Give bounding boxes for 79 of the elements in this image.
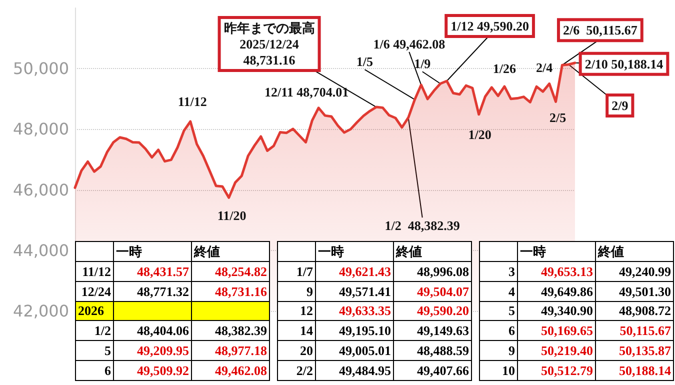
annotation: 2/5 [549, 110, 567, 126]
text: 49,407.66 [394, 360, 472, 380]
annotation: 1/2 48,382.39 [384, 218, 460, 234]
annotation: 12/11 48,704.01 [264, 84, 349, 100]
y-tick-label: 48,000 [13, 120, 69, 139]
annotation: 一時 [518, 242, 596, 262]
text: 49,509.92 [114, 360, 192, 380]
annotation: 12 [278, 301, 316, 321]
y-tick-label: 46,000 [13, 180, 69, 200]
annotation: 49,621.43 [316, 261, 394, 282]
annotation: 1/20 [468, 126, 492, 142]
annotation: 12/24 [76, 281, 114, 302]
annotation: 49,571.41 [316, 281, 394, 302]
y-tick-label: 42,000 [13, 302, 69, 320]
text: 6 [480, 320, 518, 341]
text: 10 [480, 360, 518, 380]
annotation: 終値 [394, 242, 472, 262]
y-tick-label: 50,000 [13, 59, 69, 78]
annotation: 1/9 [414, 56, 432, 72]
annotation: 2/6 50,115.67 [562, 22, 638, 38]
text: 49,484.95 [316, 360, 394, 380]
text: 49,209.95 [114, 340, 192, 361]
text: 2/2 [278, 360, 316, 380]
annotation: 48,731.16 [192, 281, 270, 302]
text: 50,115.67 [596, 320, 674, 341]
text: 終値 [596, 242, 674, 262]
annotation: 11/20 [217, 208, 246, 224]
annotation: 3 [480, 261, 518, 282]
text: 49,462.08 [192, 360, 270, 380]
annotation: 11/12 [76, 261, 114, 282]
text: 50,169.65 [518, 320, 596, 341]
annotation: 1/5 [356, 54, 374, 70]
annotation: 48,996.08 [394, 261, 472, 282]
annotation: 終値 [192, 242, 270, 262]
annotation: 49,340.90 [518, 301, 596, 321]
text: 48,404.06 [114, 320, 192, 341]
text: 48,908.72 [596, 301, 674, 321]
text: 49,501.30 [596, 281, 674, 302]
annotation: 9 [278, 281, 316, 302]
text: 1/2 [76, 320, 114, 341]
text: 50,188.14 [596, 360, 674, 380]
text: 48,488.59 [394, 340, 472, 361]
annotation: 2026 [76, 301, 114, 321]
annotation: 1/6 49,462.08 [373, 36, 446, 52]
text: 49,149.63 [394, 320, 472, 341]
text: 2/9 [612, 98, 629, 113]
text: 2/10 50,188.14 [584, 56, 664, 72]
annotation: 5 [480, 301, 518, 321]
annotation: 49,590.20 [394, 301, 472, 321]
text: 6 [76, 360, 114, 380]
text: 49,195.10 [316, 320, 394, 341]
annotation: 11/12 [178, 94, 207, 109]
annotation: 49,633.35 [316, 301, 394, 321]
annotation: 49,504.07 [394, 281, 472, 302]
annotation: 1/7 [278, 261, 316, 282]
annotation: 48,431.57 [114, 261, 192, 282]
text: 20 [278, 340, 316, 361]
annotation: 49,653.13 [518, 261, 596, 282]
text: 50,219.40 [518, 340, 596, 361]
annotation: 1/26 [492, 60, 517, 76]
annotation: 2/4 [536, 60, 554, 76]
text: 48,382.39 [192, 320, 270, 341]
text: 49,005.01 [316, 340, 394, 361]
annotation: 1/12 49,590.20 [450, 18, 529, 34]
y-tick-label: 44,000 [13, 240, 69, 260]
text: 50,512.79 [518, 360, 596, 380]
annotation: 48,254.82 [192, 261, 270, 282]
text: 49,240.99 [596, 261, 674, 282]
text: 14 [278, 320, 316, 341]
text: 50,135.87 [596, 340, 674, 361]
text: 5 [76, 340, 114, 361]
annotation: 49,649.86 [518, 281, 596, 302]
text: 48,977.18 [192, 340, 270, 361]
annotation: 昨年までの最高 2025/12/24 48,731.16 [224, 20, 315, 68]
annotation: 48,771.32 [114, 281, 192, 302]
annotation: 一時 [114, 242, 192, 262]
text: 9 [480, 340, 518, 361]
annotation: 一時 [316, 242, 394, 262]
annotation: 4 [480, 281, 518, 302]
